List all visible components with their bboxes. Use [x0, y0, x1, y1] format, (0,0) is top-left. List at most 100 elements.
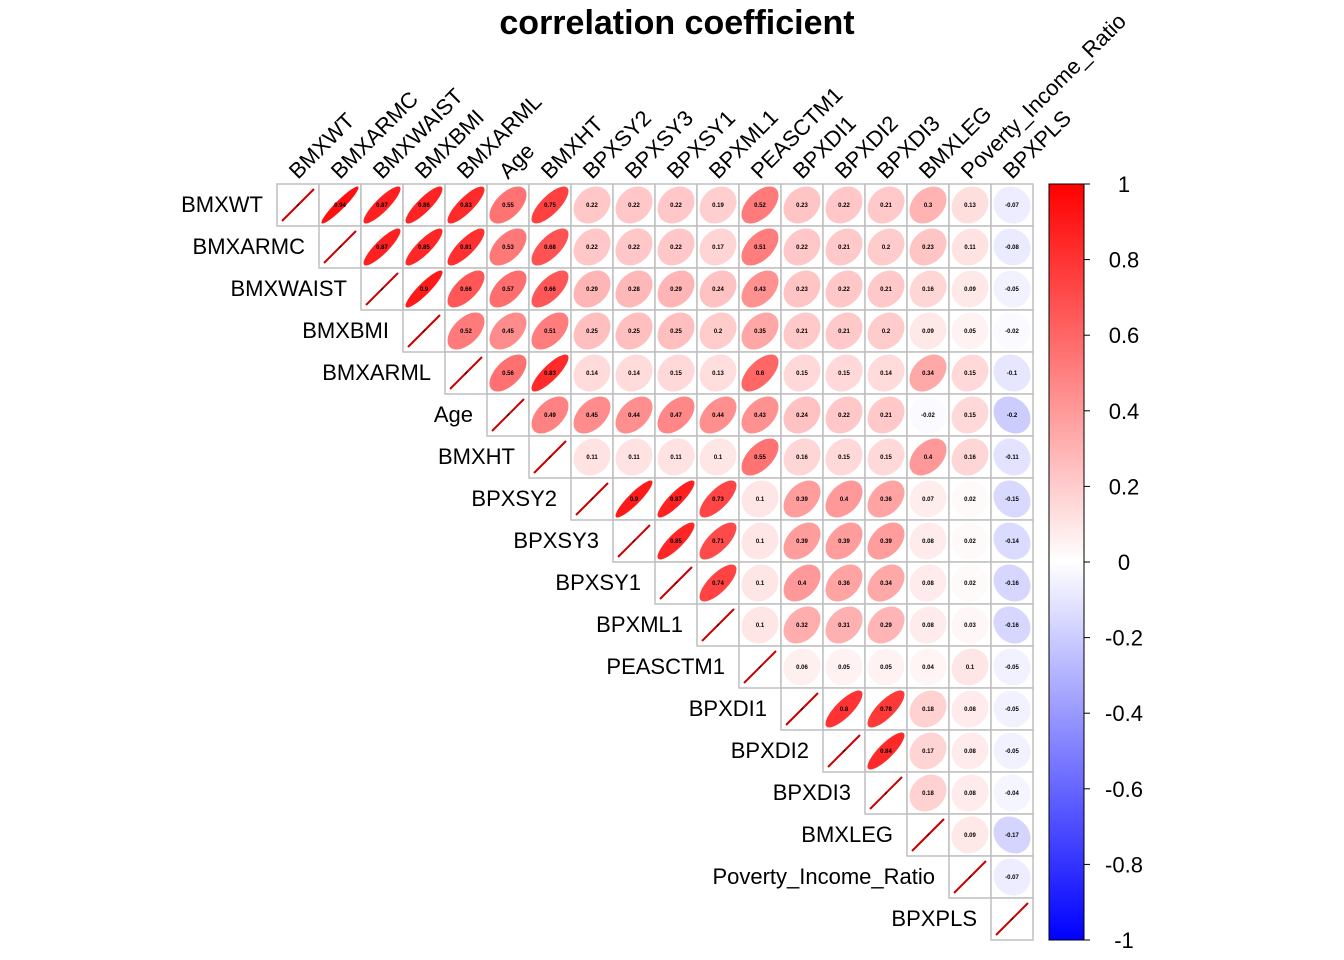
ellipse-age-poverty-income-ratio: [951, 396, 989, 434]
coef-label-bmxwt-bpxdi2: 0.22: [838, 203, 850, 209]
ellipse-bpxdi1-bmxleg: [909, 690, 947, 728]
ellipse-bmxht-bpxsy1: [657, 438, 695, 476]
coef-label-bpxsy2-bpxdi2: 0.4: [840, 497, 849, 503]
coef-label-bmxarml-bpxsy2: 0.14: [586, 371, 598, 377]
ellipse-bpxsy2-bpxdi3: [867, 480, 905, 518]
coef-label-bmxwt-bmxarml: 0.83: [460, 203, 472, 209]
row-label-poverty-income-ratio: Poverty_Income_Ratio: [712, 864, 935, 889]
coef-label-bmxwaist-poverty-income-ratio: 0.09: [964, 287, 976, 293]
ellipse-bpxml1-bpxdi1: [783, 606, 821, 644]
coef-label-bpxdi3-bmxleg: 0.18: [922, 791, 934, 797]
coef-label-bmxwaist-bpxdi3: 0.21: [880, 287, 892, 293]
ellipse-bmxarml-bpxsy2: [573, 354, 611, 392]
ellipse-bmxarml-bpxsy1: [657, 354, 695, 392]
diagonal-label-bmxarmc: [338, 245, 342, 249]
coef-label-bpxdi3-bpxpls: -0.04: [1005, 791, 1019, 797]
ellipse-bmxarmc-poverty-income-ratio: [951, 228, 989, 266]
colorbar-tick-label: -0.8: [1105, 852, 1143, 877]
ellipse-bmxwaist-bmxleg: [909, 270, 947, 308]
ellipse-bpxdi2-bpxpls: [993, 732, 1031, 770]
ellipse-bmxwaist-bpxdi3: [867, 270, 905, 308]
coef-label-bpxsy3-bpxdi3: 0.39: [880, 539, 892, 545]
ellipse-bmxwaist-peasctm1: [741, 270, 779, 308]
ellipse-bpxsy1-bpxdi2: [825, 564, 863, 602]
ellipse-bpxml1-bpxdi3: [867, 606, 905, 644]
ellipse-peasctm1-bpxdi3: [867, 648, 905, 686]
row-label-bpxsy2: BPXSY2: [471, 486, 557, 511]
coef-label-bpxml1-bpxdi3: 0.29: [880, 623, 892, 629]
coef-label-bmxwaist-bmxht: 0.66: [544, 287, 556, 293]
coef-label-age-bpxsy1: 0.47: [670, 413, 682, 419]
ellipse-bmxarmc-peasctm1: [741, 228, 779, 266]
coef-label-bpxsy1-bpxpls: -0.16: [1005, 581, 1019, 587]
row-label-bpxsy3: BPXSY3: [513, 528, 599, 553]
ellipse-bpxsy2-poverty-income-ratio: [951, 480, 989, 518]
coef-label-bpxml1-bpxpls: -0.16: [1005, 623, 1019, 629]
coef-label-bpxsy2-bpxsy1: 0.87: [670, 497, 682, 503]
coef-label-peasctm1-bmxleg: 0.04: [922, 665, 934, 671]
colorbar-tick-label: 0.8: [1109, 248, 1140, 273]
ellipse-age-bpxdi2: [825, 396, 863, 434]
coef-label-bmxbmi-bpxpls: -0.02: [1005, 329, 1019, 335]
ellipse-bmxbmi-bpxsy1: [657, 312, 695, 350]
coef-label-bmxht-peasctm1: 0.55: [754, 455, 766, 461]
ellipse-bpxml1-bpxdi2: [825, 606, 863, 644]
ellipse-bmxwaist-bmxht: [531, 270, 569, 308]
ellipse-bmxarmc-bmxbmi: [405, 228, 443, 266]
ellipse-bmxbmi-bmxleg: [909, 312, 947, 350]
coef-label-bmxht-bpxdi3: 0.15: [880, 455, 892, 461]
ellipse-bpxsy1-bmxleg: [909, 564, 947, 602]
ellipse-bmxbmi-bpxsy3: [615, 312, 653, 350]
coef-label-bmxarmc-bpxml1: 0.17: [712, 245, 724, 251]
coef-label-age-peasctm1: 0.43: [754, 413, 766, 419]
coef-label-bmxht-bpxsy3: 0.11: [628, 455, 640, 461]
ellipse-bmxwt-age: [489, 186, 527, 224]
coef-label-bpxdi1-bpxpls: -0.05: [1005, 707, 1019, 713]
coef-label-bmxwt-bpxsy3: 0.22: [628, 203, 640, 209]
coef-label-bmxarmc-bpxsy1: 0.22: [670, 245, 682, 251]
coef-label-bmxwt-bmxht: 0.75: [544, 203, 556, 209]
diagonal-label-bpxdi1: [800, 707, 804, 711]
coef-label-bmxht-bmxleg: 0.4: [924, 455, 933, 461]
coef-label-bpxdi2-bmxleg: 0.17: [922, 749, 934, 755]
coef-label-bpxsy2-poverty-income-ratio: 0.02: [964, 497, 976, 503]
ellipse-bmxbmi-bpxpls: [993, 312, 1031, 350]
coef-label-bmxwt-bmxwaist: 0.87: [376, 203, 388, 209]
ellipse-bmxwaist-bpxpls: [993, 270, 1031, 308]
coef-label-bpxdi2-poverty-income-ratio: 0.08: [964, 749, 976, 755]
ellipse-bpxdi3-bmxleg: [909, 774, 947, 812]
ellipse-age-peasctm1: [741, 396, 779, 434]
coef-label-bpxsy2-bpxml1: 0.73: [712, 497, 724, 503]
ellipse-bmxarml-bpxml1: [699, 354, 737, 392]
coef-label-peasctm1-bpxdi1: 0.06: [796, 665, 808, 671]
coef-label-bpxsy3-bpxml1: 0.71: [712, 539, 724, 545]
coef-label-bpxml1-bpxdi2: 0.31: [838, 623, 850, 629]
colorbar-tick-label: -0.4: [1105, 701, 1143, 726]
coef-label-bmxarmc-bpxdi3: 0.2: [882, 245, 891, 251]
coef-label-bpxsy3-poverty-income-ratio: 0.02: [964, 539, 976, 545]
coef-label-bmxarml-bpxpls: -0.1: [1007, 371, 1018, 377]
ellipse-bmxarml-bpxsy3: [615, 354, 653, 392]
ellipse-bmxarmc-bmxarml: [447, 228, 485, 266]
ellipse-bmxbmi-bpxsy2: [573, 312, 611, 350]
coef-label-bmxarmc-bmxht: 0.68: [544, 245, 556, 251]
row-label-bpxdi1: BPXDI1: [689, 696, 767, 721]
ellipse-bpxsy1-bpxdi3: [867, 564, 905, 602]
ellipse-age-bpxdi1: [783, 396, 821, 434]
coef-label-bmxarmc-bpxpls: -0.08: [1005, 245, 1019, 251]
coef-label-age-bmxht: 0.49: [544, 413, 556, 419]
coef-label-bmxwt-bmxleg: 0.3: [924, 203, 933, 209]
coef-label-bmxbmi-bpxsy1: 0.25: [670, 329, 682, 335]
ellipse-bpxsy2-bpxdi1: [783, 480, 821, 518]
ellipse-bmxarmc-bmxht: [531, 228, 569, 266]
coef-label-bpxsy2-bmxleg: 0.07: [922, 497, 934, 503]
ellipse-bmxbmi-age: [489, 312, 527, 350]
ellipse-bpxsy3-peasctm1: [741, 522, 779, 560]
ellipse-bpxsy2-peasctm1: [741, 480, 779, 518]
row-label-bpxpls: BPXPLS: [891, 906, 977, 931]
ellipse-bmxht-peasctm1: [741, 438, 779, 476]
ellipse-bmxarmc-bpxdi1: [783, 228, 821, 266]
coef-label-bmxbmi-bpxdi1: 0.21: [796, 329, 808, 335]
coef-label-bmxbmi-bpxdi2: 0.21: [838, 329, 850, 335]
coef-label-bmxarml-bpxsy1: 0.15: [670, 371, 682, 377]
